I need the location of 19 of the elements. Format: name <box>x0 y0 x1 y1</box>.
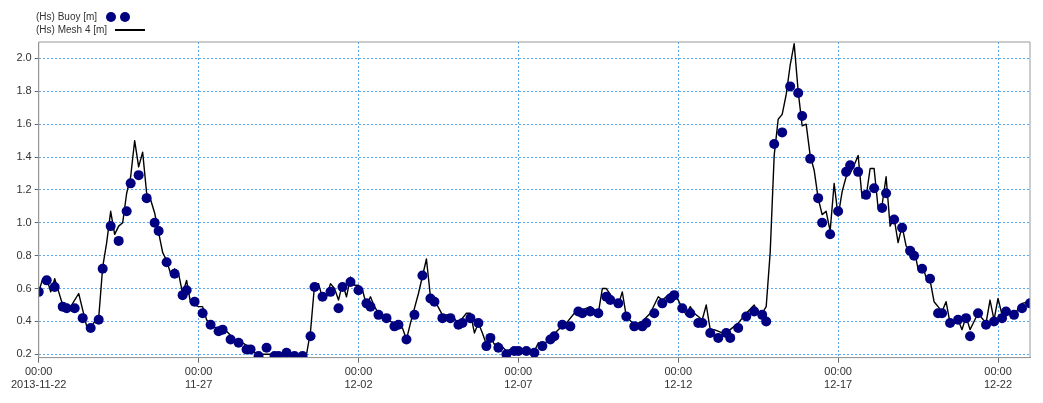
y-tick-label: 1.6 <box>16 117 32 130</box>
y-tick-label: 2.0 <box>16 51 32 64</box>
legend-label: (Hs) Buoy [m] <box>36 10 98 23</box>
y-tick-label: 0.8 <box>16 248 32 261</box>
y-tick-label: 0.4 <box>16 314 32 327</box>
y-tick-label: 1.0 <box>16 215 32 228</box>
y-tick-label: 0.6 <box>16 281 32 294</box>
x-tick-label: 00:00 12-07 <box>504 365 533 391</box>
y-tick-label: 1.2 <box>16 182 32 195</box>
x-tick-label: 00:00 2013-11-22 <box>11 365 67 391</box>
legend-label: (Hs) Mesh 4 [m] <box>36 23 108 36</box>
x-tick-label: 00:00 12-12 <box>664 365 693 391</box>
x-tick-label: 00:00 12-22 <box>983 365 1013 391</box>
y-tick-label: 0.2 <box>16 347 32 360</box>
y-tick-label: 1.8 <box>16 84 32 97</box>
x-tick-label: 00:00 11-27 <box>184 365 213 391</box>
x-tick-label: 00:00 12-17 <box>824 365 853 391</box>
y-tick-label: 1.4 <box>16 150 32 163</box>
x-tick-label: 00:00 12-02 <box>344 365 373 391</box>
